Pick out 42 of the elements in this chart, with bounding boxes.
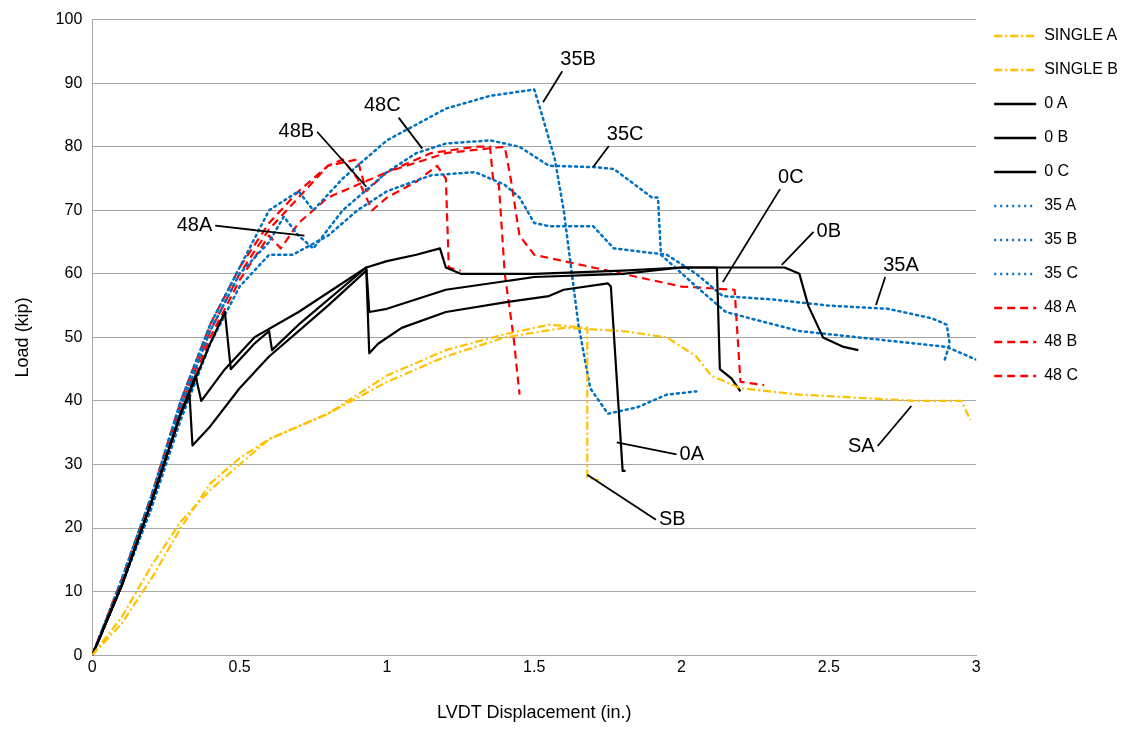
annotation: 0C: [778, 164, 804, 187]
x-tick-label: 1: [382, 658, 392, 676]
y-tick-label: 0: [73, 645, 83, 663]
x-tick-label: 0: [87, 658, 97, 676]
x-tick-label: 0.5: [228, 658, 251, 676]
annotation: 35C: [606, 121, 644, 144]
annotation: 35B: [560, 46, 596, 69]
x-tick-label: 3: [971, 658, 981, 676]
y-tick-label: 70: [64, 200, 83, 218]
y-tick-label: 30: [64, 454, 83, 472]
legend-label: 35 C: [1044, 264, 1078, 282]
legend-label: 35 B: [1044, 230, 1078, 248]
y-tick-label: 90: [64, 73, 83, 91]
legend-label: 0 C: [1044, 162, 1070, 180]
annotation: SA: [848, 433, 876, 456]
y-tick-label: 20: [64, 518, 83, 536]
legend-label: 48 B: [1044, 332, 1078, 350]
x-tick-label: 2: [677, 658, 687, 676]
legend-label: 48 C: [1044, 366, 1078, 384]
y-tick-label: 50: [64, 327, 83, 345]
y-tick-label: 100: [55, 10, 83, 28]
annotation: 0A: [679, 441, 705, 464]
legend-label: SINGLE A: [1044, 26, 1118, 44]
legend-label: 35 A: [1044, 196, 1077, 214]
y-tick-label: 80: [64, 137, 83, 155]
y-tick-label: 60: [64, 264, 83, 282]
x-tick-label: 1.5: [523, 658, 546, 676]
y-tick-label: 10: [64, 582, 83, 600]
legend-label: SINGLE B: [1044, 60, 1119, 78]
legend-label: 48 A: [1044, 298, 1077, 316]
legend-label: 0 B: [1044, 128, 1069, 146]
annotation: 48A: [176, 213, 213, 236]
annotation: 0B: [816, 219, 841, 242]
y-tick-label: 40: [64, 391, 83, 409]
annotation: 35A: [883, 252, 920, 275]
x-tick-label: 2.5: [817, 658, 841, 676]
annotation: 48C: [363, 93, 401, 116]
annotation: 48B: [278, 119, 315, 142]
annotation: SB: [658, 507, 686, 530]
x-axis-title: LVDT Displacement (in.): [437, 702, 632, 723]
y-axis-title: Load (kip): [11, 297, 32, 378]
legend-label: 0 A: [1044, 94, 1068, 112]
